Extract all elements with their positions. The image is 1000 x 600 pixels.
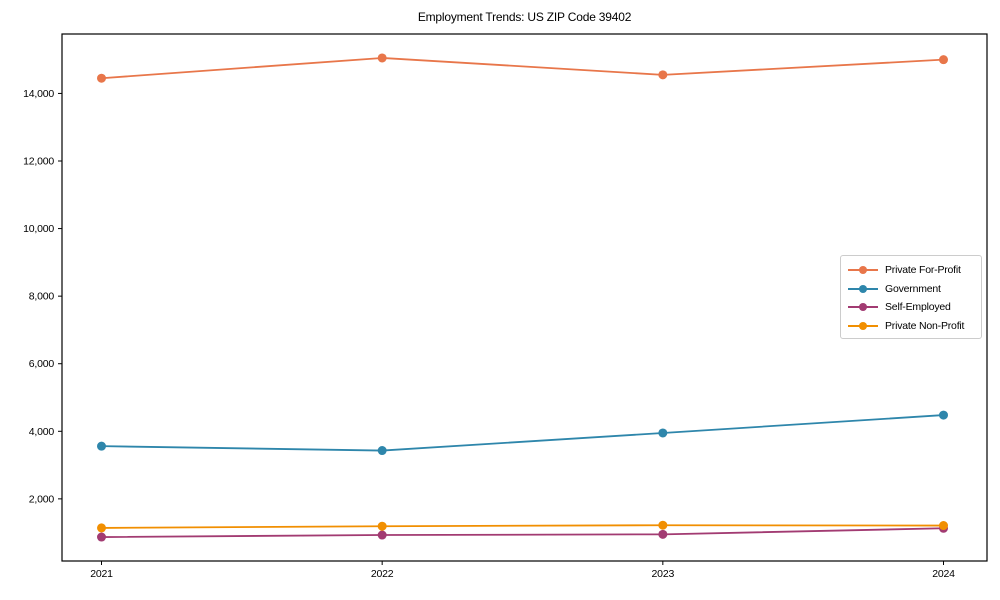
legend-item-private-for-profit: Private For-Profit [848,261,975,280]
legend-marker-icon [848,302,878,312]
x-tick-label: 2023 [652,568,675,580]
series-line-government [101,414,944,452]
series-marker-government [658,428,668,438]
series-marker-government [97,441,106,451]
y-tick-label: 10,000 [23,223,54,235]
legend-item-label: Private Non-Profit [885,319,965,332]
legend-item-self-employed: Self-Employed [848,298,975,317]
series-marker-private-non-profit [939,521,948,531]
legend-item-label: Government [885,282,941,295]
series-marker-private-non-profit [658,520,668,530]
series-marker-private-for-profit [939,55,948,65]
series-marker-private-for-profit [377,53,387,63]
series-marker-private-non-profit [377,521,387,531]
series-marker-self-employed [97,532,106,542]
y-tick-label: 6,000 [29,358,55,370]
y-tick-label: 14,000 [23,88,54,100]
legend-item-label: Self-Employed [885,301,951,314]
y-tick-label: 2,000 [29,493,55,505]
legend-item-government: Government [848,280,975,299]
legend-item-private-non-profit: Private Non-Profit [848,317,975,336]
series-marker-self-employed [658,529,668,539]
series-marker-private-for-profit [658,70,668,80]
y-tick-label: 4,000 [29,426,55,438]
series-marker-private-non-profit [97,523,106,533]
series-marker-government [377,446,387,456]
x-tick-label: 2021 [90,568,113,580]
legend-marker-icon [848,265,878,275]
legend-marker-icon [848,321,878,331]
chart-title: Employment Trends: US ZIP Code 39402 [417,10,632,24]
legend: Private For-Profit Government Self-Employe… [840,255,982,339]
series-line-self-employed [101,527,944,538]
x-tick-label: 2022 [371,568,394,580]
y-tick-label: 12,000 [23,156,54,168]
series-line-private-for-profit [101,57,944,80]
series-marker-self-employed [377,530,387,540]
series-line-private-non-profit [101,524,944,529]
series-marker-government [939,410,948,420]
series-marker-private-for-profit [97,73,106,83]
axes-box [61,33,988,562]
legend-marker-icon [848,284,878,294]
x-tick-label: 2024 [932,568,955,580]
legend-item-label: Private For-Profit [885,264,961,277]
y-tick-label: 8,000 [29,291,55,303]
